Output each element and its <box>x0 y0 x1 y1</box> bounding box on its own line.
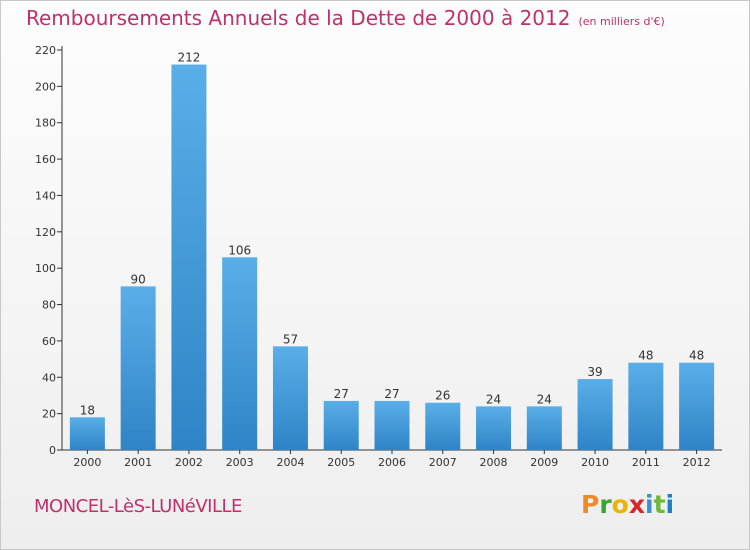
y-tick-label: 0 <box>49 444 56 457</box>
bar-2008 <box>476 406 512 450</box>
x-tick-label: 2000 <box>73 456 101 469</box>
bar-2001 <box>120 286 156 450</box>
bar-2002 <box>171 64 207 450</box>
data-label: 27 <box>384 387 399 401</box>
x-tick-label: 2009 <box>530 456 558 469</box>
data-label: 212 <box>177 51 200 65</box>
data-label: 48 <box>638 349 653 363</box>
chart-title-text: Remboursements Annuels de la Dette de 20… <box>26 6 571 30</box>
x-tick-label: 2006 <box>378 456 406 469</box>
data-label: 27 <box>334 387 349 401</box>
data-label: 106 <box>228 243 251 257</box>
data-label: 18 <box>80 403 95 417</box>
logo-letter: r <box>599 490 612 519</box>
y-tick-label: 20 <box>42 408 56 421</box>
y-tick-label: 80 <box>42 299 56 312</box>
bar-2006 <box>374 400 410 450</box>
x-tick-label: 2001 <box>124 456 152 469</box>
logo-letter: i <box>645 490 654 519</box>
y-tick-label: 180 <box>35 117 56 130</box>
bar-2010 <box>577 379 613 450</box>
y-tick-label: 140 <box>35 189 56 202</box>
y-tick-label: 220 <box>35 44 56 57</box>
data-label: 90 <box>131 272 146 286</box>
data-label: 57 <box>283 332 298 346</box>
x-tick-label: 2012 <box>683 456 711 469</box>
chart-subtitle: (en milliers d'€) <box>578 15 665 28</box>
x-tick-label: 2004 <box>276 456 304 469</box>
logo-letter: x <box>628 490 645 519</box>
bar-2012 <box>679 362 715 450</box>
y-tick-label: 160 <box>35 153 56 166</box>
x-tick-label: 2010 <box>581 456 609 469</box>
y-tick-label: 40 <box>42 371 56 384</box>
data-label: 24 <box>537 392 552 406</box>
bar-2007 <box>425 402 461 450</box>
x-tick-label: 2005 <box>327 456 355 469</box>
logo-letter: i <box>665 490 675 519</box>
bar-2004 <box>272 346 308 450</box>
logo-letter: o <box>611 490 629 519</box>
bar-2011 <box>628 362 664 450</box>
logo-letter: P <box>581 490 600 519</box>
y-tick-label: 60 <box>42 335 56 348</box>
data-label: 48 <box>689 349 704 363</box>
logo-letter: t <box>653 490 666 519</box>
y-tick-label: 120 <box>35 226 56 239</box>
proxiti-logo: Proxiti <box>581 490 674 519</box>
chart-bars <box>69 64 715 450</box>
x-tick-label: 2002 <box>175 456 203 469</box>
bar-2005 <box>323 400 359 450</box>
bar-2000 <box>69 417 105 450</box>
y-tick-label: 100 <box>35 262 56 275</box>
bar-2009 <box>526 406 562 450</box>
data-label: 26 <box>435 389 450 403</box>
chart-labels: 2000 18 2001 90 2002 212 2003 106 2004 57 2005 27 20… <box>73 51 710 469</box>
commune-name: MONCEL-LèS-LUNéVILLE <box>34 496 242 517</box>
y-tick-label: 200 <box>35 80 56 93</box>
x-tick-label: 2011 <box>632 456 660 469</box>
data-label: 39 <box>587 365 602 379</box>
x-tick-label: 2008 <box>480 456 508 469</box>
x-tick-label: 2007 <box>429 456 457 469</box>
bar-2003 <box>222 257 258 450</box>
data-label: 24 <box>486 392 501 406</box>
x-tick-label: 2003 <box>226 456 254 469</box>
chart-title: Remboursements Annuels de la Dette de 20… <box>26 6 665 30</box>
